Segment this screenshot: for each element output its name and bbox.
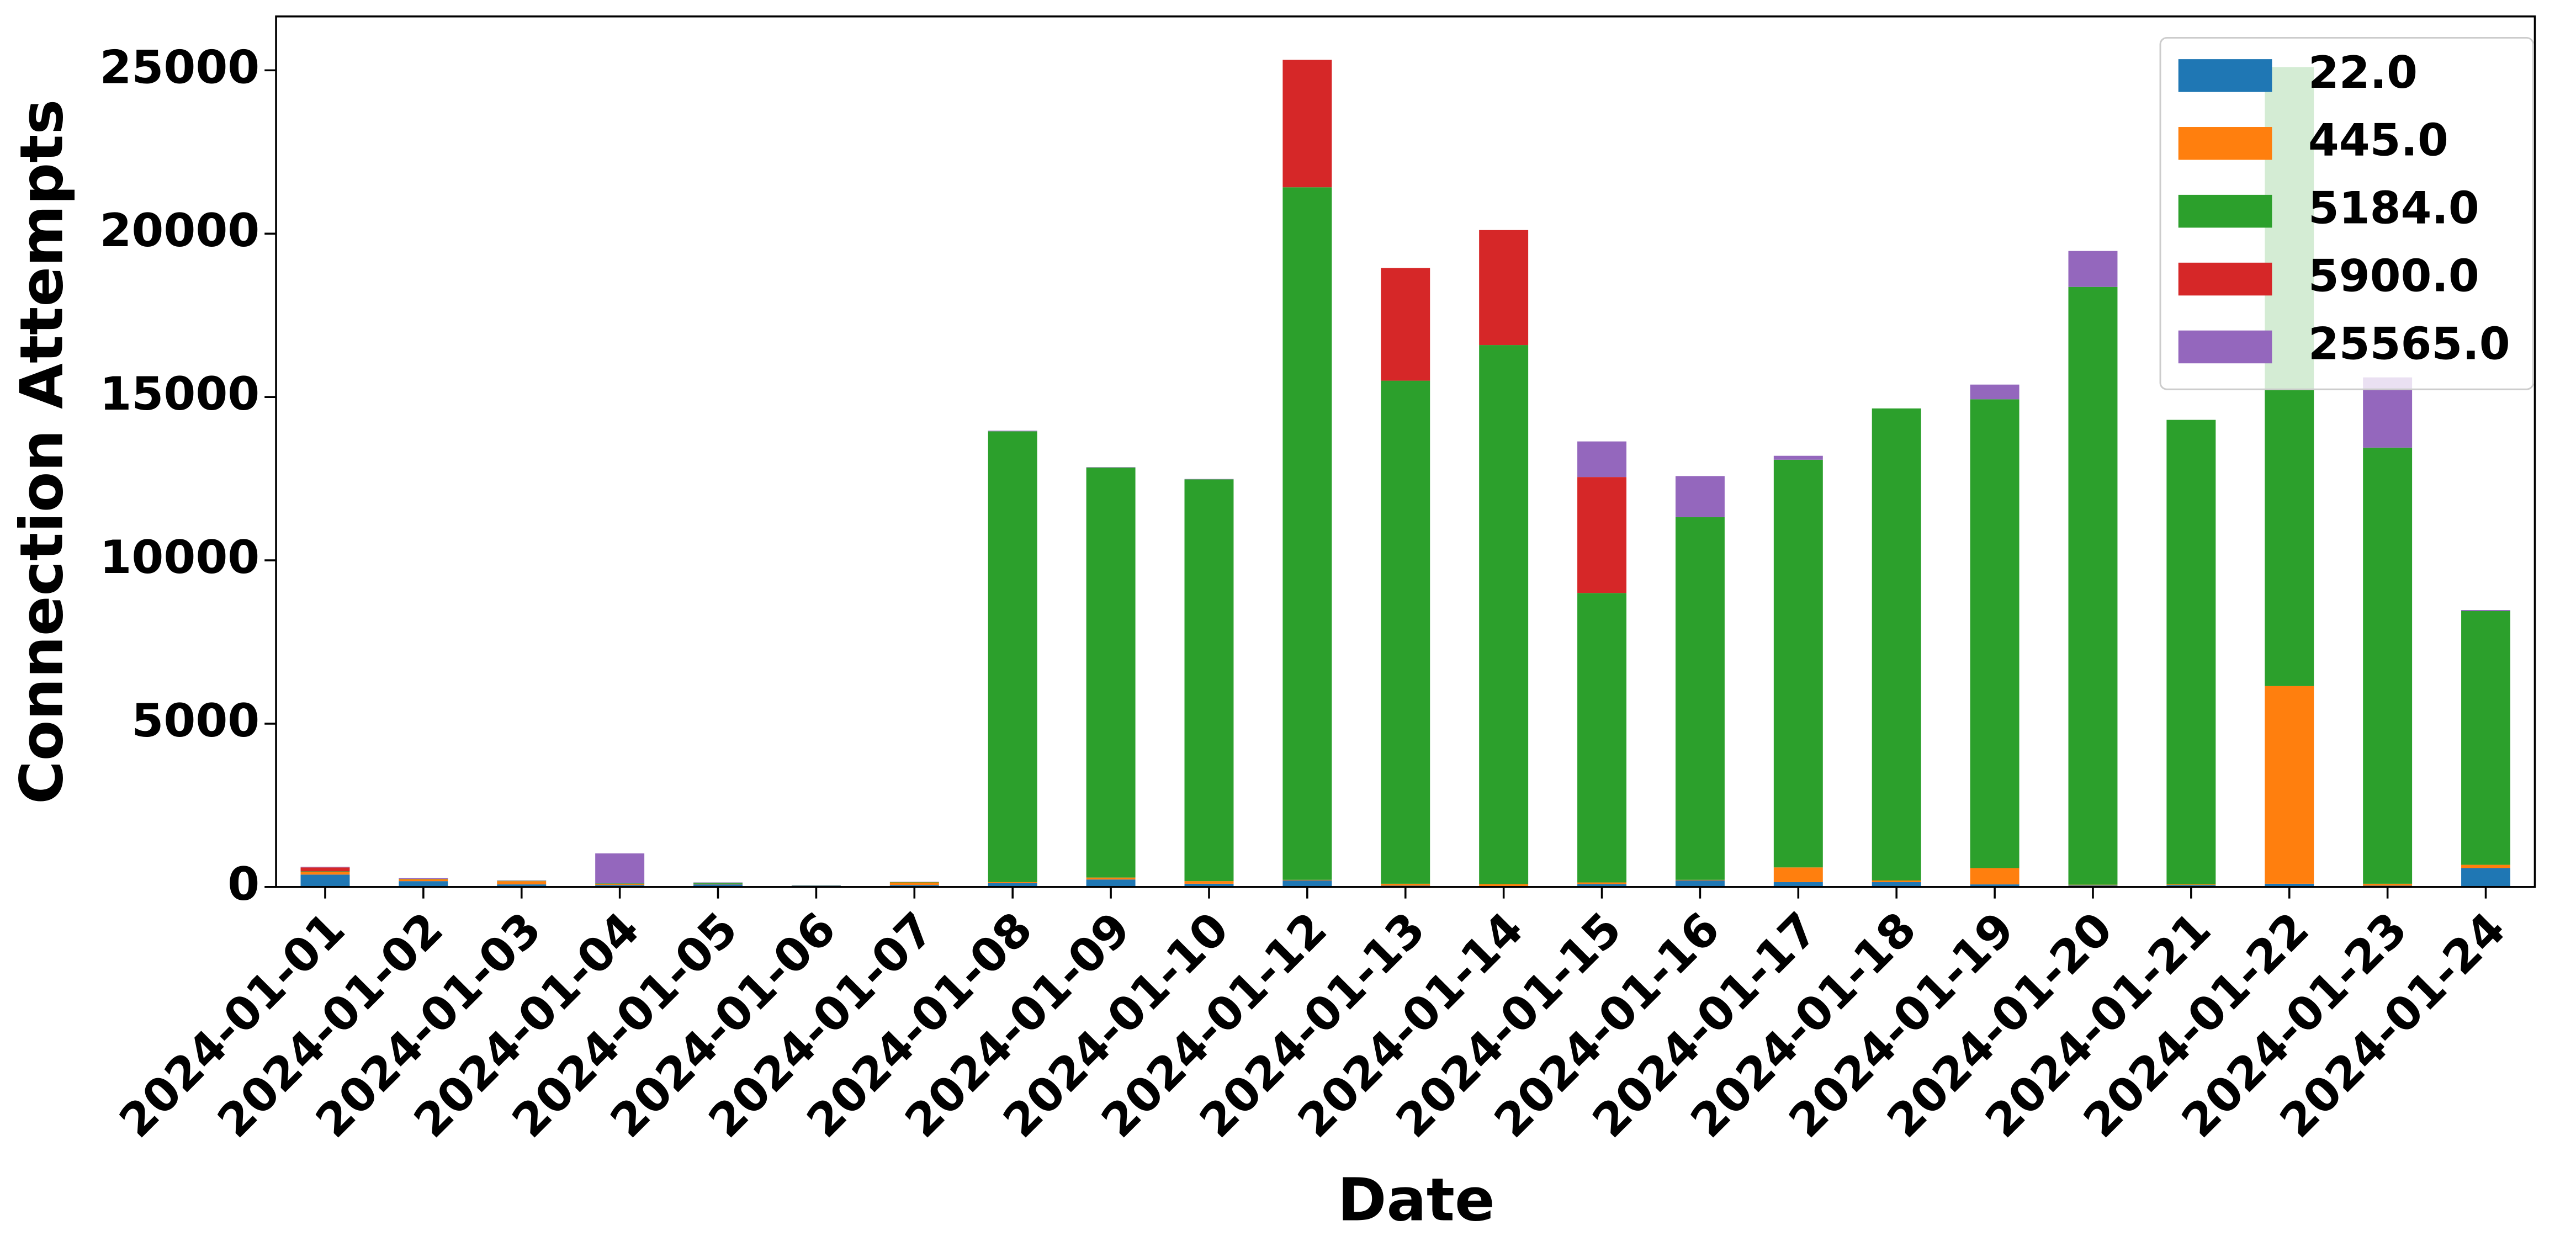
bar-segment	[497, 880, 547, 882]
bar-segment	[988, 883, 1037, 887]
bar-segment	[1381, 380, 1430, 884]
bar-segment	[1381, 883, 1430, 886]
legend-swatch	[2178, 330, 2272, 364]
bar-segment	[1675, 517, 1725, 880]
bar-segment	[300, 872, 350, 875]
bar-segment	[1577, 593, 1627, 883]
bar-segment	[1086, 879, 1136, 887]
legend-label: 25565.0	[2308, 317, 2510, 369]
bar-segment	[1282, 187, 1332, 880]
bar-segment	[1282, 880, 1332, 887]
legend-label: 22.0	[2308, 46, 2418, 98]
bar-segment	[300, 871, 350, 872]
bar-segment	[1970, 384, 2020, 400]
bar-segment	[2461, 611, 2511, 865]
bar-segment	[693, 884, 743, 887]
bar-segment	[1970, 884, 2020, 887]
bar-segment	[595, 884, 645, 885]
legend-label: 5900.0	[2308, 250, 2479, 302]
bar-segment	[595, 883, 645, 884]
bar-segment	[2068, 251, 2118, 287]
bar-segment	[497, 884, 547, 887]
bar-segment	[2265, 883, 2314, 887]
bar-segment	[1675, 476, 1725, 517]
bar-segment	[1773, 455, 1823, 460]
bar-segment	[399, 881, 448, 887]
legend-label: 5184.0	[2308, 182, 2479, 234]
legend-swatch	[2178, 262, 2272, 296]
bar-segment	[2461, 868, 2511, 887]
bar-segment	[1479, 884, 1529, 887]
y-axis-label: Connection Attempts	[8, 99, 77, 804]
bar-segment	[2363, 447, 2413, 884]
bar-segment	[2461, 610, 2511, 611]
bar-segment	[1184, 881, 1234, 884]
bar-segment	[300, 874, 350, 887]
y-tick-label: 5000	[131, 694, 259, 747]
bar-segment	[1577, 477, 1627, 593]
legend-swatch	[2178, 127, 2272, 160]
bar-segment	[889, 882, 939, 883]
y-tick-label: 25000	[99, 40, 259, 94]
bar-segment	[2265, 686, 2314, 884]
bar-segment	[1773, 867, 1823, 882]
bar-segment	[1479, 345, 1529, 884]
x-axis-label: Date	[1338, 1166, 1495, 1234]
legend-swatch	[2178, 59, 2272, 92]
bar-segment	[2166, 884, 2216, 885]
bar-segment	[2461, 864, 2511, 868]
bar-segment	[693, 883, 743, 884]
legend	[2159, 36, 2534, 390]
bar-segment	[595, 853, 645, 884]
bar-segment	[1086, 467, 1136, 468]
y-tick-label: 15000	[99, 367, 259, 421]
bar-segment	[1086, 877, 1136, 880]
bar-segment	[889, 882, 939, 885]
bar-segment	[399, 879, 448, 882]
bar-segment	[1773, 459, 1823, 868]
bar-segment	[1184, 479, 1234, 480]
legend-swatch	[2178, 194, 2272, 228]
bar-segment	[1184, 479, 1234, 882]
bar-segment	[1577, 441, 1627, 478]
bar-segment	[2363, 883, 2413, 886]
bar-segment	[1773, 882, 1823, 887]
bar-segment	[497, 881, 547, 885]
bar-segment	[2068, 287, 2118, 885]
bar-segment	[988, 882, 1037, 883]
bar-segment	[1970, 868, 2020, 885]
bar-segment	[1381, 268, 1430, 381]
bar-segment	[988, 431, 1037, 882]
bar-segment	[1872, 882, 1921, 887]
bar-segment	[1577, 882, 1627, 884]
bar-segment	[1872, 880, 1921, 882]
bar-segment	[399, 878, 448, 879]
bar-segment	[1675, 880, 1725, 887]
y-tick-label: 0	[227, 857, 259, 911]
bar-segment	[1479, 230, 1529, 346]
y-tick-label: 10000	[99, 530, 259, 584]
plot-frame	[275, 15, 2536, 888]
bar-segment	[2166, 420, 2216, 885]
legend-label: 445.0	[2308, 114, 2448, 166]
bar-segment	[1577, 884, 1627, 887]
bar-segment	[1184, 883, 1234, 887]
bar-segment	[497, 880, 547, 881]
bar-segment	[1872, 408, 1921, 880]
bar-segment	[1086, 467, 1136, 878]
bar-segment	[300, 867, 350, 872]
y-tick-label: 20000	[99, 204, 259, 257]
bar-segment	[1282, 60, 1332, 188]
bar-segment	[1970, 399, 2020, 868]
